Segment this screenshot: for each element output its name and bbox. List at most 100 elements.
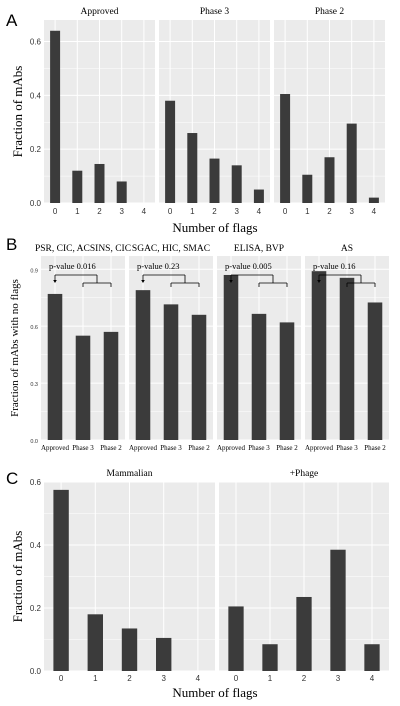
panel-c-xtick-label: 1 [93,674,98,683]
panel-b-pvalue-label: p-value 0.16 [313,261,356,271]
panel-a-xtick-label: 2 [212,207,217,216]
panel-a-ytick-label: 0.0 [30,199,42,208]
panel-a-bar-1 [302,174,313,203]
panel-b-ytick-label: 0.3 [30,382,38,388]
panel-b-facet: Approved Phase 3 Phase 2 SGAC, HIC, SMAC p-v… [129,244,213,452]
panel-b-bar-approved [311,271,327,440]
arrow-head [53,280,57,283]
panel-b-significance-bracket [229,274,288,287]
panel-b-ytick-label: 0.0 [30,439,38,445]
panel-b-bar-phase-2 [279,322,295,440]
panel-c-ytick-label: 0.4 [30,541,42,550]
panel-c-xtick-label: 4 [370,674,375,683]
panel-a-facet: 0 1 2 3 4 Approved [44,7,155,216]
panel-b-facet: Approved Phase 3 Phase 2 AS p-value 0.16 [305,244,389,452]
panel-b: 0.0 0.3 0.6 0.9 Fraction of mAbs with no fla… [9,244,389,452]
panel-c-bar-3 [330,549,346,671]
panel-c-facet-title: +Phage [290,469,319,479]
panel-a-bar-2 [324,157,335,203]
panel-b-pvalue-label: p-value 0.005 [225,261,272,271]
panel-c-bar-0 [228,606,244,671]
panel-a-xtick-label: 1 [190,207,195,216]
panel-c-facet: 0 1 2 3 4 +Phage [219,469,389,683]
panel-a-bar-3 [346,123,357,203]
panel-b-xtick-label: Phase 3 [248,444,270,452]
panel-c-xtick-label: 2 [127,674,132,683]
panel-a-xtick-label: 3 [349,207,354,216]
panel-a-bar-3 [116,181,127,203]
panel-c-bar-2 [296,596,312,671]
panel-b-bar-phase-2 [367,302,383,440]
arrow-head [229,280,233,283]
panel-b-bar-approved [223,274,239,440]
arrow-head [141,280,145,283]
panel-a-bar-0 [50,30,61,203]
panel-b-facet: Approved Phase 3 Phase 2 PSR, CIC, ACSINS, … [35,244,131,452]
panel-a-xtick-label: 2 [97,207,102,216]
panel-c-xtick-label: 3 [336,674,341,683]
panel-a-bar-0 [165,100,176,203]
panel-a: 0.0 0.2 0.4 0.6 Fraction of mAbs Number of fl… [10,7,385,235]
panel-b-facet-title: ELISA, BVP [234,244,284,254]
panel-b-pvalue-label: p-value 0.016 [49,261,96,271]
panel-c-xtick-label: 3 [161,674,166,683]
panel-a-bar-1 [187,133,198,203]
panel-c-xtick-label: 4 [196,674,201,683]
panel-c-xtick-label: 0 [59,674,64,683]
panel-b-significance-bracket [53,274,112,287]
panel-a-ytick-label: 0.2 [30,145,42,154]
panel-b-bar-phase-3 [75,335,91,440]
panel-c-bar-1 [87,614,103,671]
panel-a-facet-title: Phase 2 [315,7,345,17]
panel-b-ytick-label: 0.6 [30,325,38,331]
panel-b-y-axis-title: Fraction of mAbs with no flags [9,279,21,417]
panel-c-bar-3 [156,637,172,671]
panel-b-bar-phase-3 [251,313,267,440]
panel-b-facet: Approved Phase 3 Phase 2 ELISA, BVP p-value … [217,244,301,452]
arrow-head [317,280,321,283]
panel-b-bar-phase-2 [103,331,119,440]
panel-b-facet-title: AS [341,244,353,254]
panel-a-xtick-label: 0 [283,207,288,216]
panel-b-significance-bracket [141,274,200,287]
panel-b-xtick-label: Approved [217,444,245,452]
panel-b-ytick-label: 0.9 [30,268,38,274]
panel-b-xtick-label: Approved [129,444,157,452]
panel-a-xtick-label: 3 [119,207,124,216]
panel-a-y-axis-title: Fraction of mAbs [10,66,25,158]
panel-a-x-axis-title: Number of flags [172,220,257,235]
panel-a-bar-0 [280,94,291,203]
panel-b-facet-title: PSR, CIC, ACSINS, CIC [35,244,131,254]
panel-b-xtick-label: Phase 2 [364,444,386,452]
panel-a-bar-4 [368,197,379,203]
panel-c-xtick-label: 2 [302,674,307,683]
panel-c-bar-0 [53,489,69,671]
panel-b-facet-title: SGAC, HIC, SMAC [132,244,210,254]
panel-c-ytick-label: 0.6 [30,478,42,487]
panel-a-xtick-label: 1 [75,207,80,216]
panel-b-significance-bracket [317,274,376,287]
panel-c-xtick-label: 0 [234,674,239,683]
panel-a-bar-1 [72,170,83,203]
panel-a-xtick-label: 4 [142,207,147,216]
panel-letter-b: B [6,235,17,254]
panel-a-bar-3 [231,165,242,203]
panel-b-bar-approved [47,293,63,440]
panel-b-xtick-label: Phase 3 [160,444,182,452]
panel-a-bar-2 [94,163,105,203]
panel-b-pvalue-label: p-value 0.23 [137,261,180,271]
panel-a-bar-4 [253,189,264,203]
panel-c-x-axis-title: Number of flags [172,685,257,700]
panel-letter-a: A [6,11,18,30]
panel-a-xtick-label: 0 [53,207,58,216]
panel-b-xtick-label: Approved [305,444,333,452]
panel-b-bar-approved [135,290,151,440]
panel-b-xtick-label: Phase 2 [100,444,122,452]
panel-c-ytick-label: 0.0 [30,667,42,676]
panel-b-bar-phase-2 [191,314,207,440]
panel-b-xtick-label: Phase 2 [188,444,210,452]
panel-a-facet: 0 1 2 3 4 Phase 2 [274,7,385,216]
panel-a-facet-title: Approved [81,7,119,17]
panel-a-facet-title: Phase 3 [200,7,230,17]
